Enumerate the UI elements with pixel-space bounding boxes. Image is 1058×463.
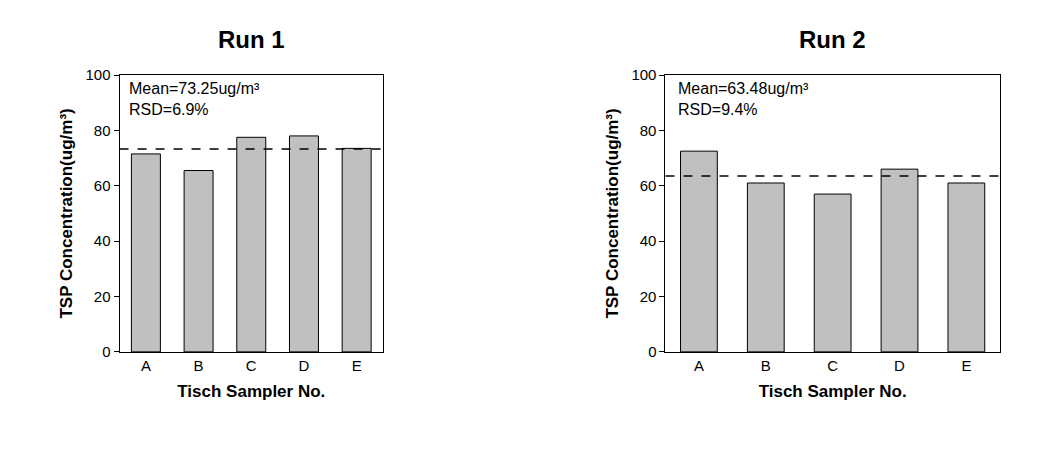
svg-text:Mean=73.25ug/m³RSD=6.9%: Mean=73.25ug/m³RSD=6.9% [129, 80, 260, 118]
svg-text:D: D [894, 357, 905, 374]
svg-text:E: E [352, 357, 362, 374]
svg-text:TSP Concentration(ug/m³): TSP Concentration(ug/m³) [603, 108, 622, 318]
svg-text:100: 100 [86, 66, 111, 83]
svg-text:C: C [827, 357, 838, 374]
svg-text:60: 60 [640, 177, 657, 194]
svg-text:100: 100 [631, 66, 656, 83]
svg-text:40: 40 [94, 232, 111, 249]
svg-text:C: C [246, 357, 257, 374]
svg-text:E: E [961, 357, 971, 374]
svg-text:Mean=63.48ug/m³RSD=9.4%: Mean=63.48ug/m³RSD=9.4% [678, 80, 809, 118]
svg-text:60: 60 [94, 177, 111, 194]
svg-text:80: 80 [640, 122, 657, 139]
svg-text:Run 1: Run 1 [218, 26, 285, 53]
svg-text:A: A [694, 357, 704, 374]
svg-text:0: 0 [102, 343, 110, 360]
svg-text:Tisch Sampler No.: Tisch Sampler No. [177, 382, 325, 401]
svg-text:40: 40 [640, 232, 657, 249]
svg-text:D: D [299, 357, 310, 374]
svg-text:0: 0 [648, 343, 656, 360]
svg-text:80: 80 [94, 122, 111, 139]
svg-text:Tisch Sampler No.: Tisch Sampler No. [759, 382, 907, 401]
svg-text:20: 20 [640, 288, 657, 305]
svg-text:A: A [141, 357, 151, 374]
svg-text:20: 20 [94, 288, 111, 305]
svg-text:TSP Concentration(ug/m³): TSP Concentration(ug/m³) [57, 108, 76, 318]
svg-text:Run 2: Run 2 [799, 26, 866, 53]
svg-text:B: B [761, 357, 771, 374]
svg-text:B: B [194, 357, 204, 374]
